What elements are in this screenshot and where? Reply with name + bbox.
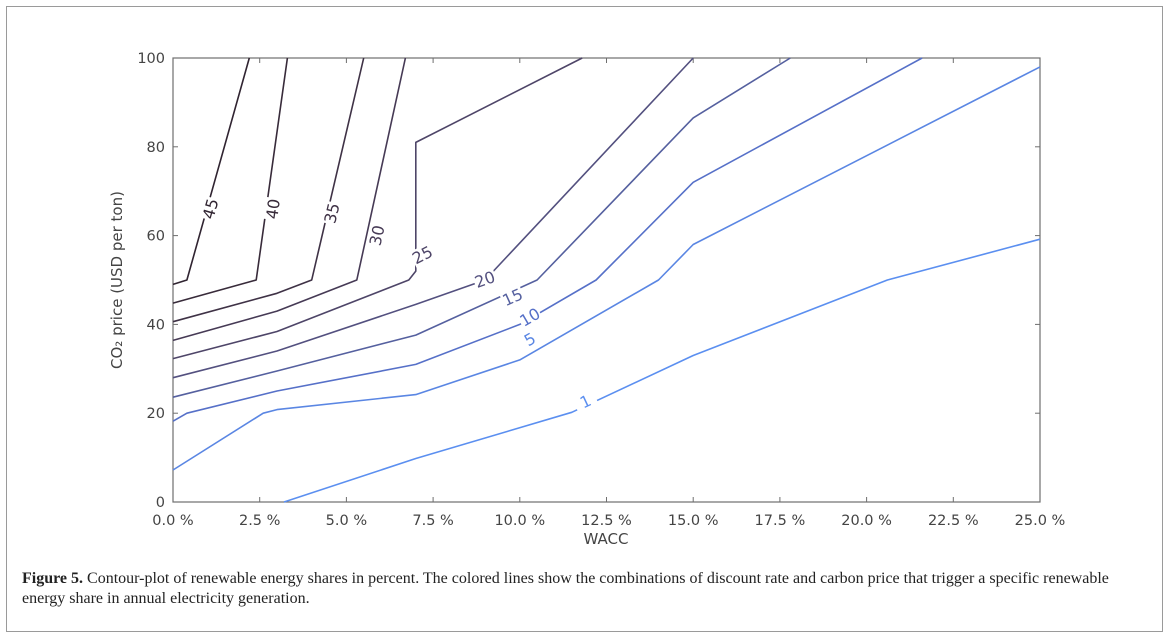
contour-label-30: 30	[366, 224, 389, 248]
y-tick-label: 20	[147, 406, 165, 422]
contour-label-bg	[263, 196, 284, 222]
contour-label-bg	[321, 200, 344, 227]
contour-line-15	[172, 57, 791, 398]
caption-label: Figure 5.	[22, 570, 84, 587]
x-tick-label: 25.0 %	[1015, 513, 1066, 529]
contour-label-bg	[366, 222, 389, 249]
figure-caption: Figure 5. Contour-plot of renewable ener…	[22, 569, 1152, 609]
contour-label-bg	[408, 242, 437, 269]
contour-line-5	[172, 66, 1041, 471]
plot-area	[172, 57, 1041, 503]
caption-text: Contour-plot of renewable energy shares …	[22, 570, 1109, 607]
y-axis-title: CO₂ price (USD per ton)	[108, 191, 126, 369]
contour-line-20	[172, 57, 694, 379]
axis-ticks: 0.0 % 2.5 % 5.0 % 7.5 % 10.0 % 12.5 % 15.0 % 17…	[137, 51, 1065, 529]
contour-label-40: 40	[262, 198, 284, 221]
x-tick-label: 12.5 %	[581, 513, 632, 529]
x-tick-label: 5.0 %	[326, 513, 367, 529]
y-tick-label: 40	[147, 317, 165, 333]
contour-line-30	[172, 57, 407, 342]
contour-label-bg	[499, 285, 527, 311]
x-tick-label: 15.0 %	[668, 513, 719, 529]
x-tick-label: 20.0 %	[841, 513, 892, 529]
contour-label-bg	[516, 326, 545, 354]
x-tick-label: 17.5 %	[755, 513, 806, 529]
contour-line-35	[172, 57, 365, 323]
contour-label-bg	[516, 304, 545, 332]
x-tick-label: 2.5 %	[239, 513, 280, 529]
x-axis-title: WACC	[584, 530, 629, 548]
y-tick-label: 100	[137, 51, 165, 67]
x-tick-label: 10.0 %	[494, 513, 545, 529]
y-tick-label: 0	[156, 495, 165, 511]
contour-line-10	[172, 57, 923, 422]
contour-line-1	[283, 238, 1041, 503]
contour-lines	[172, 57, 1041, 503]
contour-line-40	[172, 57, 289, 304]
contour-label-bg	[571, 389, 600, 415]
contour-line-25	[172, 57, 583, 360]
y-tick-label: 60	[147, 229, 165, 245]
contour-label-45: 45	[199, 196, 223, 221]
contour-chart: 0.0 % 2.5 % 5.0 % 7.5 % 10.0 % 12.5 % 15.0 % 17…	[108, 51, 1065, 548]
contour-line-45	[172, 57, 251, 286]
figure-frame	[6, 6, 1163, 632]
x-tick-label: 7.5 %	[412, 513, 453, 529]
contour-label-35: 35	[320, 201, 343, 225]
y-tick-label: 80	[147, 140, 165, 156]
contour-label-bg	[199, 195, 223, 222]
x-tick-label: 22.5 %	[928, 513, 979, 529]
x-tick-label: 0.0 %	[152, 513, 193, 529]
contour-label-bg	[471, 267, 499, 293]
